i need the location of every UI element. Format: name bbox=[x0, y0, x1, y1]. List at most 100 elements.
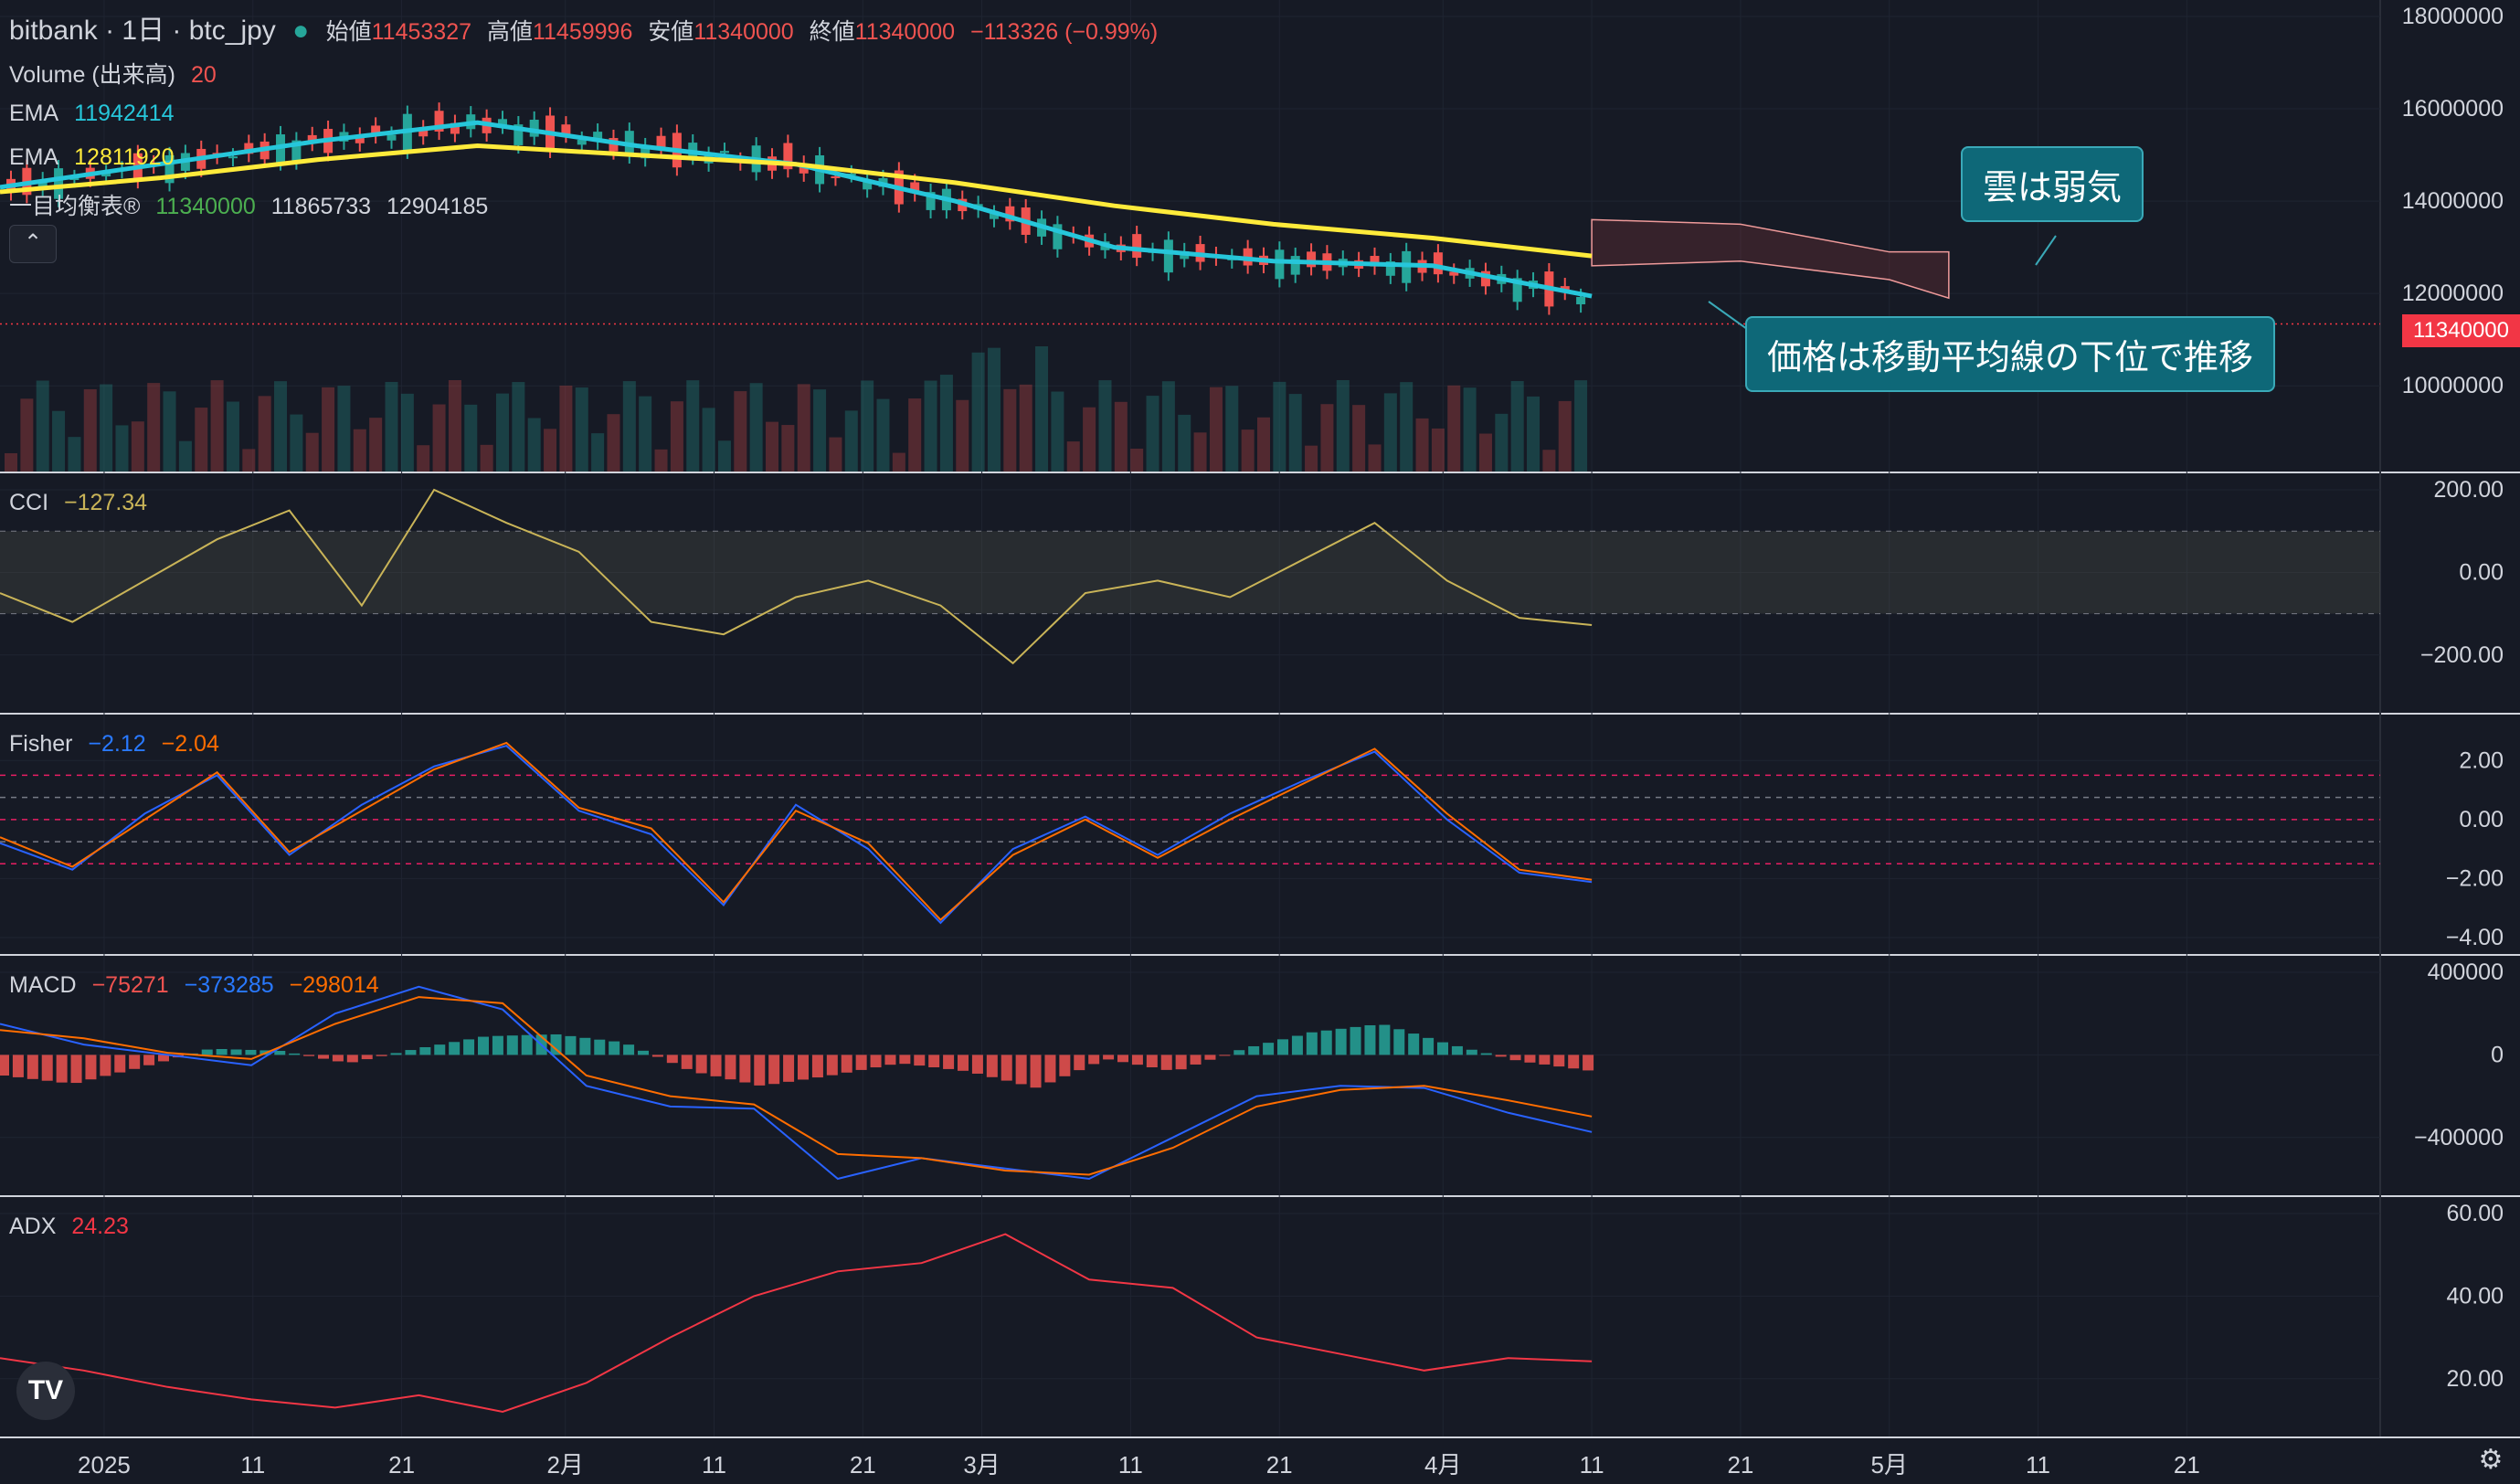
volume-bar bbox=[163, 391, 176, 472]
x-tick-label: 3月 bbox=[963, 1451, 1000, 1479]
volume-bar bbox=[844, 410, 858, 472]
candle-body bbox=[1370, 256, 1380, 267]
candle-body bbox=[1005, 206, 1015, 222]
macd-legend[interactable]: MACD −75271 −373285 −298014 bbox=[9, 972, 388, 999]
macd-histogram-bar bbox=[419, 1047, 431, 1055]
volume-bar bbox=[575, 387, 588, 472]
macd-histogram-bar bbox=[1074, 1055, 1085, 1071]
symbol-title[interactable]: bitbank · 1日 · btc_jpy bbox=[9, 16, 276, 46]
macd-y-tick-label: 400000 bbox=[2428, 959, 2504, 985]
fisher-value-1: −2.12 bbox=[88, 731, 146, 757]
macd-histogram-bar bbox=[361, 1055, 373, 1060]
candle-body bbox=[831, 175, 841, 178]
macd-histogram-bar bbox=[100, 1055, 111, 1076]
macd-histogram-bar bbox=[710, 1055, 722, 1076]
macd-histogram-bar bbox=[1160, 1055, 1172, 1070]
cloud-callout[interactable]: 雲は弱気 bbox=[1961, 146, 2144, 222]
volume-bar bbox=[1003, 388, 1017, 472]
tradingview-logo[interactable]: TV bbox=[16, 1362, 75, 1420]
cci-label: CCI bbox=[9, 490, 49, 515]
volume-bar bbox=[274, 381, 288, 472]
fisher-y-tick-label: 0.00 bbox=[2459, 807, 2504, 832]
volume-bar bbox=[971, 352, 985, 472]
volume-bar bbox=[1383, 393, 1397, 472]
volume-bar bbox=[1225, 386, 1239, 472]
volume-bar bbox=[1146, 396, 1159, 472]
x-tick-label: 21 bbox=[850, 1451, 876, 1479]
ema1-label: EMA bbox=[9, 101, 59, 126]
macd-histogram-bar bbox=[1306, 1032, 1318, 1055]
current-price-tag: 11340000 bbox=[2402, 314, 2520, 347]
volume-bar bbox=[1431, 428, 1445, 472]
adx-label: ADX bbox=[9, 1214, 57, 1239]
cci-legend[interactable]: CCI −127.34 bbox=[9, 490, 156, 516]
volume-bar bbox=[956, 399, 969, 472]
volume-bar bbox=[686, 380, 700, 472]
volume-legend[interactable]: Volume (出来高) 20 bbox=[9, 57, 226, 90]
high-label: 高値 bbox=[486, 19, 533, 45]
fisher-legend[interactable]: Fisher −2.12 −2.04 bbox=[9, 731, 228, 758]
volume-bar bbox=[322, 387, 335, 472]
macd-histogram-bar bbox=[811, 1055, 823, 1078]
volume-bar bbox=[1527, 396, 1541, 472]
volume-bar bbox=[1193, 432, 1207, 472]
price-y-tick-label: 16000000 bbox=[2402, 96, 2504, 122]
ema1-legend[interactable]: EMA 11942414 bbox=[9, 101, 184, 127]
candle-body bbox=[577, 139, 587, 145]
macd-histogram-bar bbox=[56, 1055, 68, 1083]
macd-histogram-bar bbox=[129, 1055, 141, 1069]
macd-y-tick-label: −400000 bbox=[2414, 1125, 2504, 1150]
volume-bar bbox=[1257, 417, 1271, 472]
volume-bar bbox=[369, 418, 383, 472]
volume-bar bbox=[1241, 429, 1255, 472]
macd-histogram-bar bbox=[841, 1055, 852, 1073]
macd-histogram-bar bbox=[623, 1044, 635, 1055]
candle-body bbox=[37, 180, 48, 188]
cci-y-tick-label: −200.00 bbox=[2420, 642, 2504, 668]
macd-histogram-bar bbox=[492, 1035, 503, 1055]
candle-body bbox=[450, 122, 460, 134]
candle-body bbox=[291, 140, 302, 162]
x-tick-label: 11 bbox=[702, 1451, 726, 1479]
chevron-up-icon: ⌃ bbox=[23, 230, 43, 255]
x-tick-label: 11 bbox=[240, 1451, 265, 1479]
macd-histogram-bar bbox=[1466, 1049, 1477, 1055]
ichimoku-legend[interactable]: 一目均衡表® 11340000 11865733 12904185 bbox=[9, 188, 497, 221]
volume-bar bbox=[1305, 445, 1318, 472]
macd-histogram-bar bbox=[1263, 1043, 1275, 1055]
price-y-tick-label: 18000000 bbox=[2402, 4, 2504, 29]
adx-legend[interactable]: ADX 24.23 bbox=[9, 1214, 138, 1240]
macd-histogram-bar bbox=[346, 1055, 358, 1063]
settings-icon[interactable]: ⚙ bbox=[2478, 1445, 2504, 1475]
volume-value: 20 bbox=[190, 62, 217, 88]
macd-histogram-bar bbox=[1335, 1028, 1347, 1055]
volume-bar bbox=[892, 452, 905, 472]
macd-histogram-bar bbox=[1480, 1053, 1492, 1055]
candle-body bbox=[1163, 239, 1173, 273]
ema-line bbox=[0, 143, 1593, 259]
volume-bar bbox=[813, 389, 827, 472]
volume-bar bbox=[290, 414, 303, 472]
candle-body bbox=[1275, 249, 1285, 280]
macd-histogram-bar bbox=[405, 1050, 417, 1055]
candle-body bbox=[434, 111, 444, 132]
macd-histogram-bar bbox=[1568, 1055, 1580, 1069]
macd-histogram-bar bbox=[85, 1055, 97, 1080]
macd-histogram-bar bbox=[609, 1041, 620, 1055]
macd-histogram-bar bbox=[12, 1055, 24, 1077]
ema2-legend[interactable]: EMA 12811920 bbox=[9, 144, 184, 171]
collapse-legend-button[interactable]: ⌃ bbox=[9, 225, 57, 263]
volume-bar bbox=[1209, 387, 1223, 472]
price-callout[interactable]: 価格は移動平均線の下位で推移 bbox=[1745, 316, 2276, 392]
candle-body bbox=[783, 143, 793, 170]
candle-body bbox=[1512, 278, 1522, 302]
macd-histogram-bar bbox=[870, 1055, 882, 1068]
macd-histogram-bar bbox=[1234, 1050, 1245, 1055]
adx-y-tick-label: 20.00 bbox=[2446, 1366, 2504, 1392]
x-tick-label: 21 bbox=[1727, 1451, 1753, 1479]
candle-body bbox=[1576, 296, 1586, 305]
macd-histogram-bar bbox=[143, 1055, 155, 1065]
volume-bar bbox=[195, 408, 208, 472]
volume-bar bbox=[749, 383, 763, 472]
